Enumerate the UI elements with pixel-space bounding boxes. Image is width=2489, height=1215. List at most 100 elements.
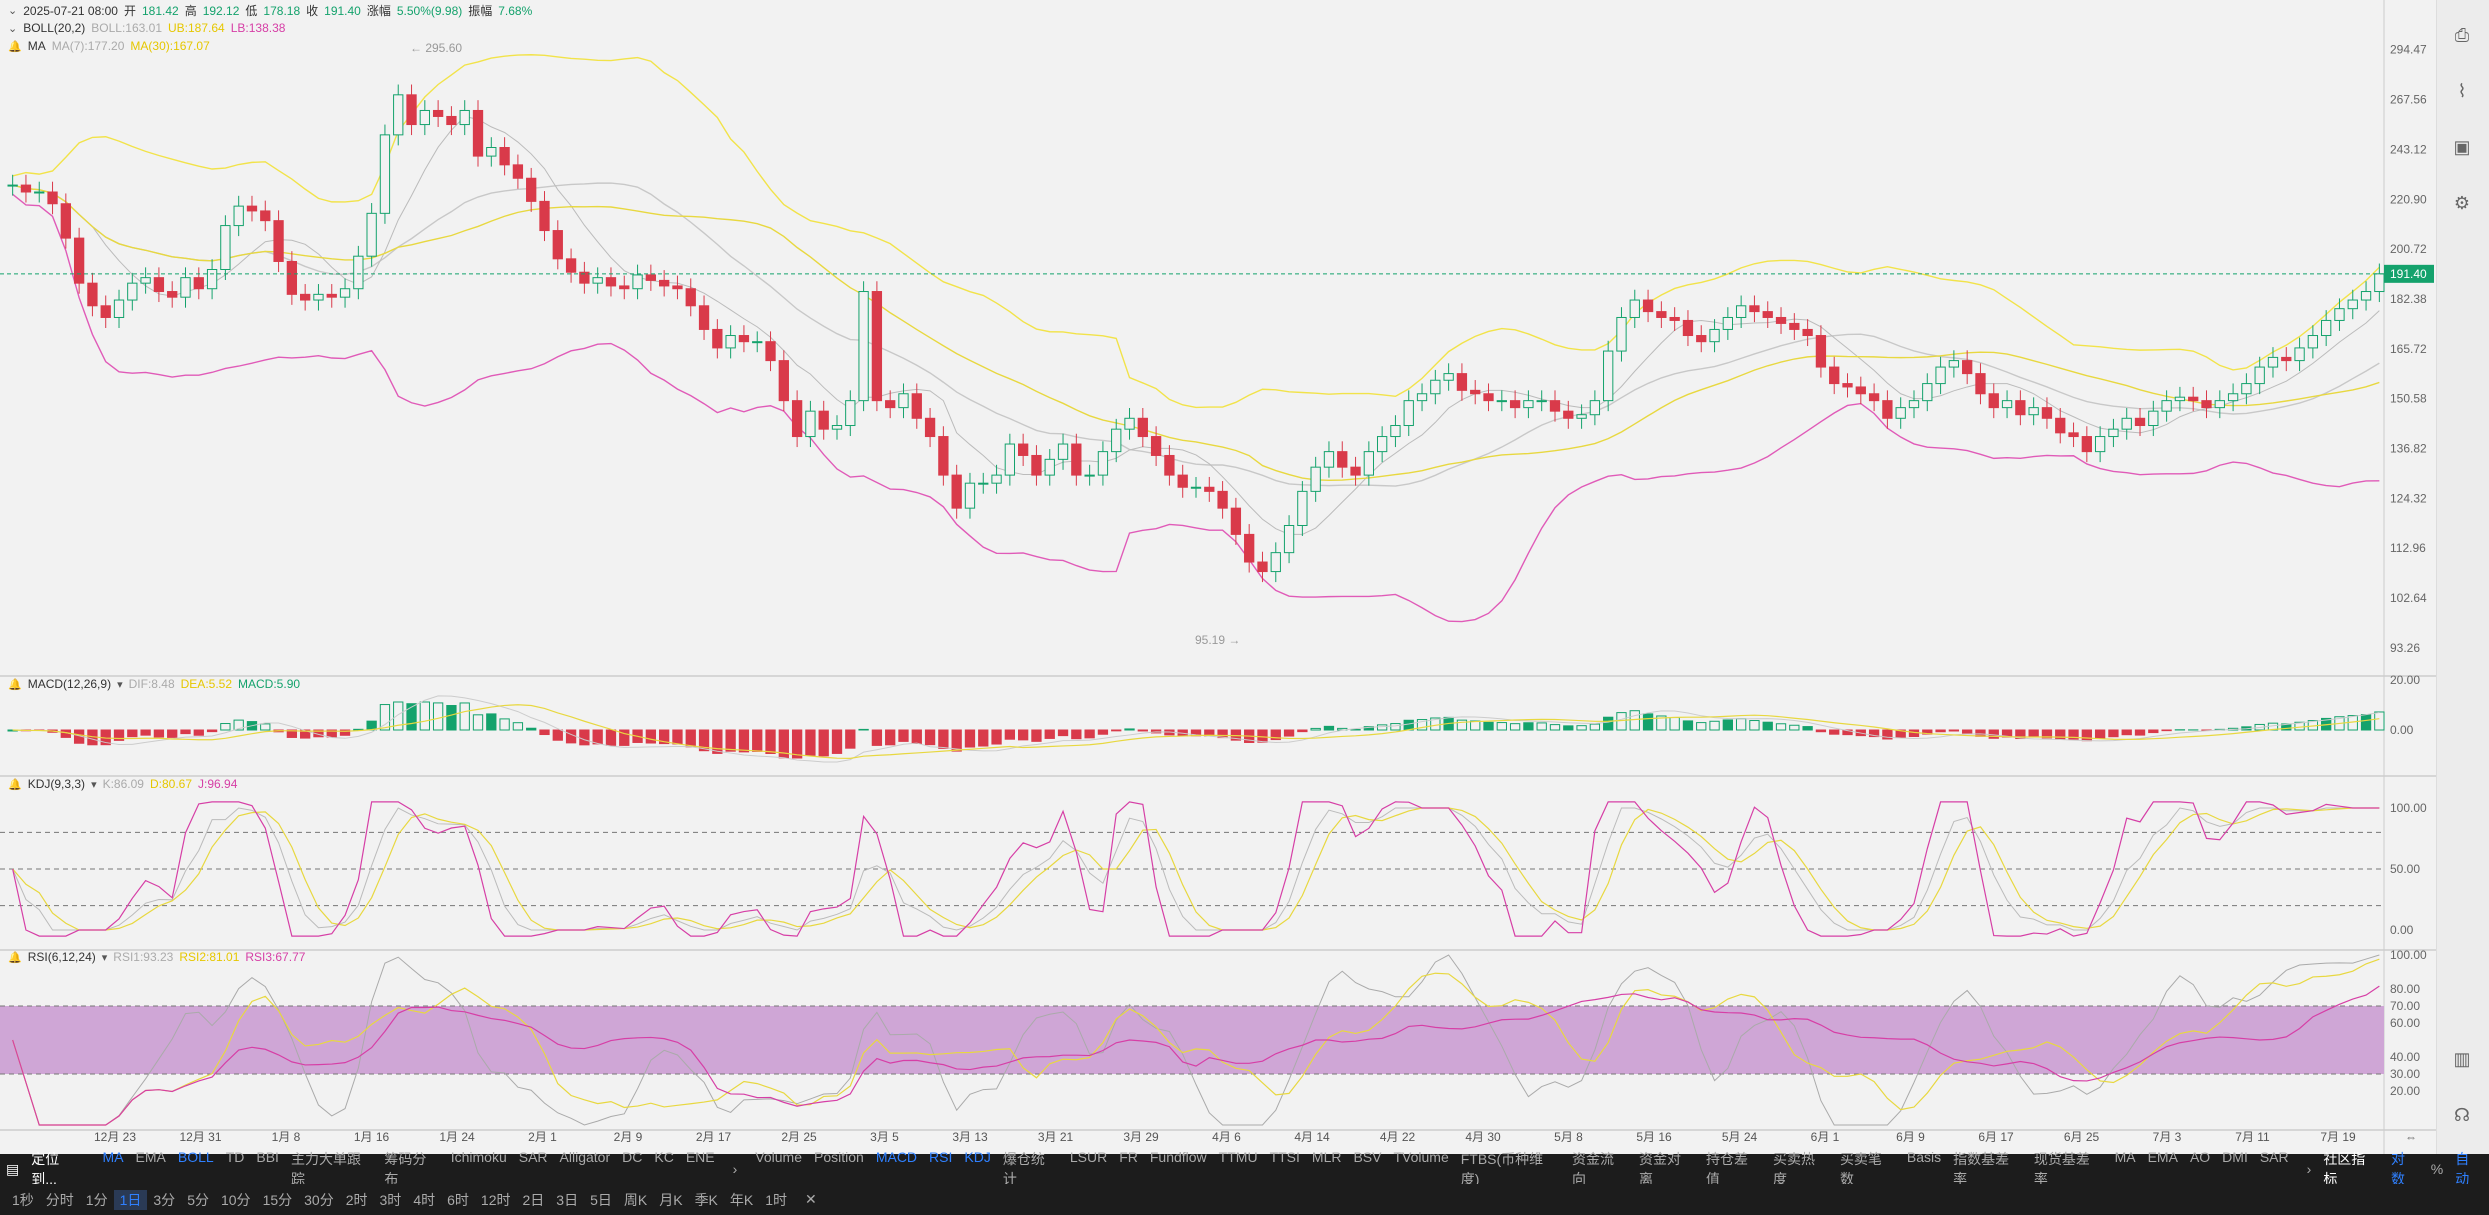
dropdown-icon[interactable]: ▾ [101, 951, 108, 964]
more-arrow-icon[interactable]: › [2306, 1161, 2312, 1177]
sub-indicator-4[interactable]: KDJ [964, 1149, 991, 1165]
interval-12[interactable]: 6时 [447, 1191, 469, 1208]
chart-line-icon[interactable]: ⌇ [2457, 81, 2467, 101]
support-icon[interactable]: ☊ [2454, 1105, 2470, 1125]
sub-indicator-22[interactable]: 现货基差率 [2033, 1151, 2090, 1187]
sub-indicator-20[interactable]: Basis [1906, 1149, 1942, 1165]
sub-indicator-12[interactable]: BSV [1353, 1149, 1382, 1165]
monitor-icon[interactable]: ▣ [2453, 137, 2471, 157]
sub-indicator-19[interactable]: 买卖笔数 [1839, 1151, 1882, 1187]
dropdown-icon[interactable]: ▾ [91, 778, 97, 791]
interval-17[interactable]: 周K [623, 1191, 648, 1208]
indicator-2[interactable]: BOLL [177, 1149, 214, 1165]
log-button[interactable]: 对数 [2390, 1151, 2405, 1187]
sub-indicator-18[interactable]: 买卖热度 [1772, 1151, 1815, 1187]
sub-indicator-6[interactable]: LSUR [1069, 1149, 1108, 1165]
indicator-3[interactable]: TD [225, 1149, 245, 1165]
sub-indicator-17[interactable]: 持仓差值 [1705, 1151, 1748, 1187]
interval-10[interactable]: 3时 [379, 1191, 402, 1208]
interval-16[interactable]: 5日 [590, 1191, 612, 1208]
sub-indicator-11[interactable]: MLR [1311, 1149, 1342, 1165]
locate-button[interactable]: 定位到... [31, 1151, 60, 1187]
macd-bar [339, 729, 351, 736]
screenshot-icon[interactable]: ⎙ [2454, 25, 2470, 45]
candle [1456, 373, 1468, 391]
sub-indicator-15[interactable]: 资金流向 [1572, 1151, 1614, 1187]
interval-2[interactable]: 1分 [85, 1191, 108, 1208]
sub-indicator-13[interactable]: TVolume [1393, 1149, 1449, 1165]
sub-indicator-21[interactable]: 指数基差率 [1953, 1151, 2010, 1187]
sub-indicator-7[interactable]: FR [1119, 1149, 1138, 1165]
macd-name[interactable]: MACD(12,26,9) [27, 677, 112, 691]
interval-21[interactable]: 1时 [765, 1191, 788, 1208]
sub-indicator-5[interactable]: 爆仓统计 [1002, 1151, 1045, 1187]
indicator-11[interactable]: KC [654, 1149, 674, 1165]
sub-indicator-3[interactable]: RSI [929, 1149, 953, 1165]
interval-18[interactable]: 月K [659, 1191, 683, 1208]
sub-indicator-0[interactable]: Volume [755, 1149, 802, 1165]
sub-indicator-1[interactable]: Position [814, 1149, 864, 1165]
sub-indicator-14[interactable]: FTBS(币种维度) [1460, 1151, 1544, 1187]
bell-icon[interactable]: 🔔 [8, 678, 22, 691]
sub-indicator-27[interactable]: SAR [2259, 1149, 2289, 1165]
settings-icon[interactable]: ⚙ [2453, 193, 2471, 213]
indicator-4[interactable]: BBI [256, 1149, 279, 1165]
ma-name[interactable]: MA [27, 39, 46, 53]
collapse-icon[interactable]: ⌄ [8, 22, 18, 35]
indicator-8[interactable]: SAR [518, 1149, 548, 1165]
indicator-0[interactable]: MA [102, 1149, 124, 1165]
date-tick: 5月 8 [1554, 1130, 1583, 1144]
interval-3[interactable]: 1日 [113, 1189, 148, 1210]
interval-6[interactable]: 10分 [220, 1191, 251, 1208]
rsi-name[interactable]: RSI(6,12,24) [27, 950, 96, 964]
interval-7[interactable]: 15分 [262, 1191, 293, 1208]
more-arrow-icon[interactable]: › [732, 1161, 738, 1177]
interval-0[interactable]: 1秒 [12, 1191, 34, 1208]
interval-9[interactable]: 2时 [345, 1191, 368, 1208]
sub-indicator-16[interactable]: 资金对离 [1638, 1151, 1681, 1187]
interval-1[interactable]: 分时 [45, 1191, 74, 1208]
candle [565, 258, 577, 273]
layout-icon[interactable]: ▥ [2453, 1049, 2471, 1069]
interval-11[interactable]: 4时 [413, 1191, 436, 1208]
kdj-name[interactable]: KDJ(9,3,3) [27, 777, 86, 791]
indicator-5[interactable]: 主力大单跟踪 [290, 1151, 361, 1187]
interval-8[interactable]: 30分 [304, 1191, 334, 1208]
indicator-7[interactable]: Ichimoku [450, 1149, 507, 1165]
collapse-icon[interactable]: ⌄ [8, 5, 18, 17]
sub-indicator-9[interactable]: TTMU [1218, 1149, 1258, 1165]
interval-15[interactable]: 3日 [556, 1191, 579, 1208]
percent-button[interactable]: % [2430, 1161, 2444, 1177]
auto-button[interactable]: 自动 [2455, 1151, 2470, 1187]
indicator-12[interactable]: ENE [685, 1149, 715, 1165]
sub-indicator-10[interactable]: TTSI [1269, 1149, 1300, 1165]
interval-20[interactable]: 年K [729, 1191, 754, 1208]
interval-4[interactable]: 3分 [153, 1191, 176, 1208]
indicator-6[interactable]: 筹码分布 [384, 1151, 427, 1187]
sub-indicator-23[interactable]: MA [2114, 1149, 2136, 1165]
sub-indicator-2[interactable]: MACD [875, 1149, 918, 1165]
sub-indicator-8[interactable]: Fundflow [1149, 1149, 1207, 1165]
interval-14[interactable]: 2日 [522, 1191, 545, 1208]
bell-icon[interactable]: 🔔 [8, 778, 22, 791]
bell-icon[interactable]: 🔔 [8, 40, 22, 53]
interval-13[interactable]: 12时 [480, 1191, 511, 1208]
indicator-9[interactable]: Alligator [559, 1149, 611, 1165]
boll-name[interactable]: BOLL(20,2) [23, 21, 86, 35]
community-button[interactable]: 社区指标 [2323, 1151, 2366, 1187]
locate-icon[interactable]: ▤ [6, 1160, 20, 1177]
indicator-10[interactable]: DC [622, 1149, 643, 1165]
interval-5[interactable]: 5分 [187, 1191, 209, 1208]
rsi1-value: RSI1:93.23 [113, 950, 174, 964]
macd-bar [1403, 719, 1414, 731]
interval-19[interactable]: 季K [694, 1191, 718, 1208]
dropdown-icon[interactable]: ▾ [117, 678, 123, 691]
indicator-1[interactable]: EMA [135, 1149, 166, 1165]
close-icon[interactable]: ✕ [805, 1191, 817, 1207]
sub-indicator-24[interactable]: EMA [2147, 1149, 2178, 1165]
candle [286, 260, 298, 295]
chart-area[interactable]: 294.47 267.56 243.12 220.90 200.72 182.38 165.… [0, 0, 2437, 1154]
bell-icon[interactable]: 🔔 [8, 951, 22, 964]
sub-indicator-25[interactable]: AO [2189, 1149, 2211, 1165]
sub-indicator-26[interactable]: DMI [2222, 1149, 2248, 1165]
